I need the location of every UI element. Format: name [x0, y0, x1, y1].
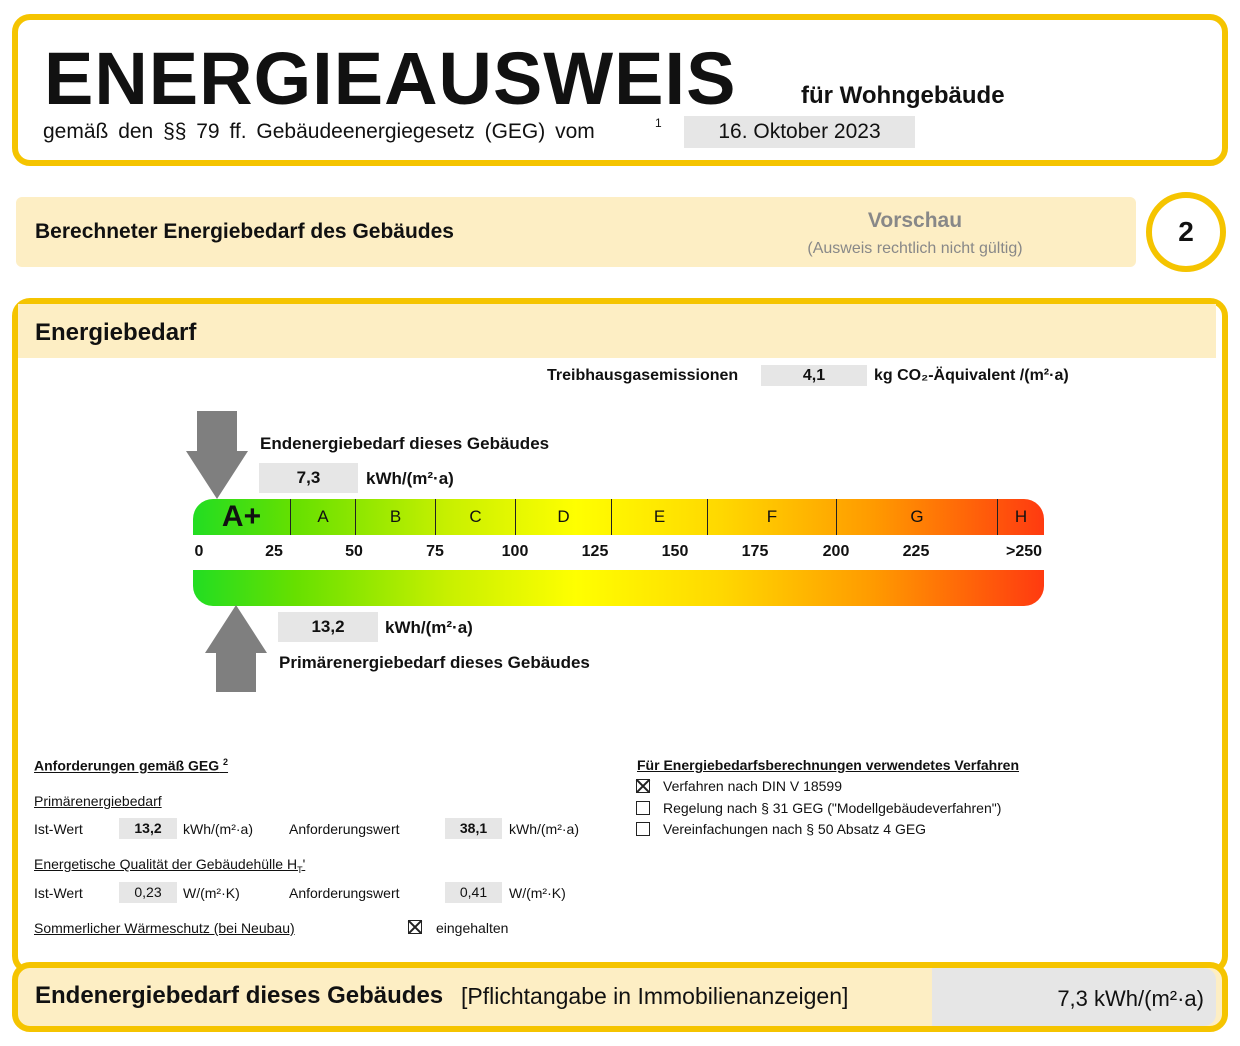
- end-energy-label: Endenergiebedarf dieses Gebäudes: [260, 434, 550, 453]
- class-d: D: [515, 499, 611, 535]
- footer-value-bg: [932, 968, 1216, 1026]
- primary-energy-scale: [193, 570, 1044, 606]
- section-title: Berechneter Energiebedarf des Gebäudes: [35, 220, 454, 243]
- tick-250: >250: [1005, 543, 1043, 560]
- requirements-heading-text: Anforderungen gemäß GEG: [34, 757, 220, 774]
- footer-label: Endenergiebedarf dieses Gebäudes: [35, 982, 444, 1009]
- preview-label: Vorschau: [867, 209, 963, 232]
- env-anf-value: 0,41: [445, 882, 502, 903]
- summer-value: eingehalten: [436, 920, 509, 936]
- primary-anf-unit: kWh/(m²·a): [509, 821, 579, 837]
- tick-75: 75: [426, 543, 444, 560]
- class-g: G: [836, 499, 997, 535]
- class-h: H: [997, 499, 1044, 535]
- tick-200: 200: [822, 543, 850, 560]
- class-a: A: [290, 499, 355, 535]
- tick-150: 150: [661, 543, 689, 560]
- env-ist-unit: W/(m²·K): [183, 885, 240, 901]
- ghg-unit: kg CO₂-Äquivalent /(m²·a): [874, 367, 1069, 384]
- tick-125: 125: [581, 543, 609, 560]
- tick-25: 25: [265, 543, 283, 560]
- class-b: B: [355, 499, 435, 535]
- primary-anf-value: 38,1: [445, 818, 502, 839]
- end-energy-unit: kWh/(m²·a): [366, 469, 454, 488]
- primary-energy-value: 13,2: [278, 612, 378, 642]
- energy-heading: Energiebedarf: [35, 319, 197, 346]
- env-anf-unit: W/(m²·K): [509, 885, 566, 901]
- method-checkbox-simplified[interactable]: [636, 822, 650, 836]
- footnote-2: 2: [223, 757, 229, 767]
- document-title: ENERGIEAUSWEIS: [44, 37, 737, 120]
- class-c: C: [435, 499, 515, 535]
- efficiency-scale: A+ A B C D E F G H: [193, 499, 1044, 535]
- primary-energy-unit: kWh/(m²·a): [385, 618, 473, 637]
- method-label-model: Regelung nach § 31 GEG ("Modellgebäudeve…: [663, 800, 1002, 816]
- primary-energy-label: Primärenergiebedarf dieses Gebäudes: [279, 653, 590, 672]
- summer-heading: Sommerlicher Wärmeschutz (bei Neubau): [34, 920, 295, 936]
- footnote-1: 1: [655, 116, 662, 130]
- class-a-plus: A+: [221, 500, 262, 533]
- energy-heading-band: [18, 304, 1216, 358]
- envelope-sub: T: [297, 864, 303, 875]
- page-number: 2: [1146, 192, 1226, 272]
- legal-basis: gemäß den §§ 79 ff. Gebäudeenergiegesetz…: [43, 120, 595, 143]
- tick-0: 0: [194, 543, 204, 560]
- env-anf-label: Anforderungswert: [289, 885, 400, 901]
- tick-100: 100: [501, 543, 529, 560]
- method-heading: Für Energiebedarfsberechnungen verwendet…: [637, 757, 1020, 773]
- preview-note: (Ausweis rechtlich nicht gültig): [807, 240, 1023, 257]
- method-label-din: Verfahren nach DIN V 18599: [663, 778, 843, 794]
- class-f: F: [707, 499, 836, 535]
- envelope-suffix: ': [302, 856, 306, 872]
- document-subtitle: für Wohngebäude: [801, 82, 1005, 109]
- primary-ist-unit: kWh/(m²·a): [183, 821, 253, 837]
- method-checkbox-din[interactable]: [636, 779, 650, 793]
- primary-anf-label: Anforderungswert: [289, 821, 400, 837]
- tick-225: 225: [902, 543, 930, 560]
- tick-175: 175: [741, 543, 769, 560]
- primary-energy-arrow-icon: [205, 605, 267, 692]
- primary-req-heading: Primärenergiebedarf: [34, 793, 162, 809]
- footer-note: [Pflichtangabe in Immobilienanzeigen]: [461, 983, 849, 1009]
- requirements-heading: Anforderungen gemäß GEG 2: [34, 757, 228, 774]
- header-frame: [12, 14, 1228, 166]
- ghg-value: 4,1: [761, 365, 867, 386]
- class-e: E: [611, 499, 707, 535]
- summer-checkbox[interactable]: [408, 920, 422, 934]
- end-energy-value: 7,3: [259, 463, 358, 493]
- primary-ist-value: 13,2: [119, 818, 177, 839]
- primary-ist-label: Ist-Wert: [34, 821, 83, 837]
- env-ist-label: Ist-Wert: [34, 885, 83, 901]
- end-energy-arrow-icon: [186, 411, 248, 499]
- section-band: [16, 197, 1136, 267]
- env-ist-value: 0,23: [119, 882, 177, 903]
- tick-50: 50: [345, 543, 363, 560]
- footer-value: 7,3 kWh/(m²·a): [1057, 986, 1204, 1011]
- method-label-simplified: Vereinfachungen nach § 50 Absatz 4 GEG: [663, 821, 927, 837]
- envelope-heading: Energetische Qualität der Gebäudehülle H…: [34, 856, 305, 875]
- issue-date: 16. Oktober 2023: [684, 116, 915, 148]
- method-checkbox-model[interactable]: [636, 801, 650, 815]
- envelope-heading-text: Energetische Qualität der Gebäudehülle H: [34, 856, 298, 872]
- ghg-label: Treibhausgasemissionen: [547, 367, 739, 384]
